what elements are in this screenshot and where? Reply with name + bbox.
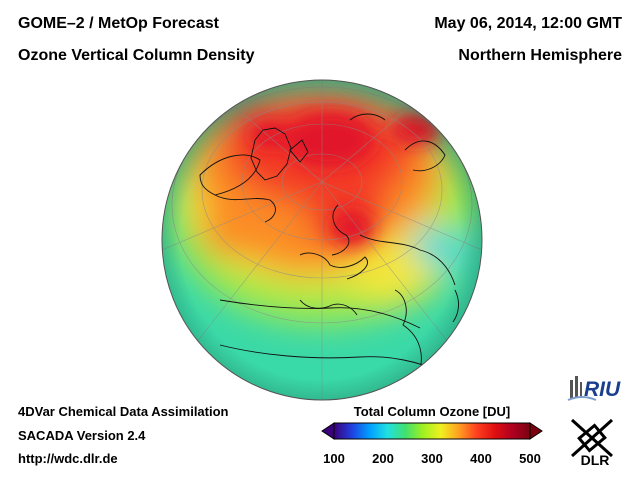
riu-logo: RIU [567, 376, 621, 401]
footer-assimilation: 4DVar Chemical Data Assimilation [18, 404, 229, 419]
title-line-1: GOME–2 / MetOp Forecast [18, 15, 219, 32]
colorbar-title: Total Column Ozone [DU] [353, 404, 511, 419]
title-line-2: Ozone Vertical Column Density [18, 47, 255, 64]
dlr-logo: DLR [570, 418, 614, 468]
ozone-field [162, 80, 482, 400]
colorbar-tick: 500 [519, 451, 541, 466]
region-label: Northern Hemisphere [458, 47, 622, 64]
colorbar-tick: 100 [323, 451, 345, 466]
svg-text:RIU: RIU [584, 378, 621, 401]
colorbar-tick: 400 [470, 451, 492, 466]
footer-version: SACADA Version 2.4 [18, 428, 146, 443]
date-label: May 06, 2014, 12:00 GMT [434, 15, 622, 32]
footer-url[interactable]: http://wdc.dlr.de [18, 451, 118, 466]
svg-text:DLR: DLR [581, 452, 610, 468]
colorbar-tick: 200 [372, 451, 394, 466]
colorbar-tick: 300 [421, 451, 443, 466]
